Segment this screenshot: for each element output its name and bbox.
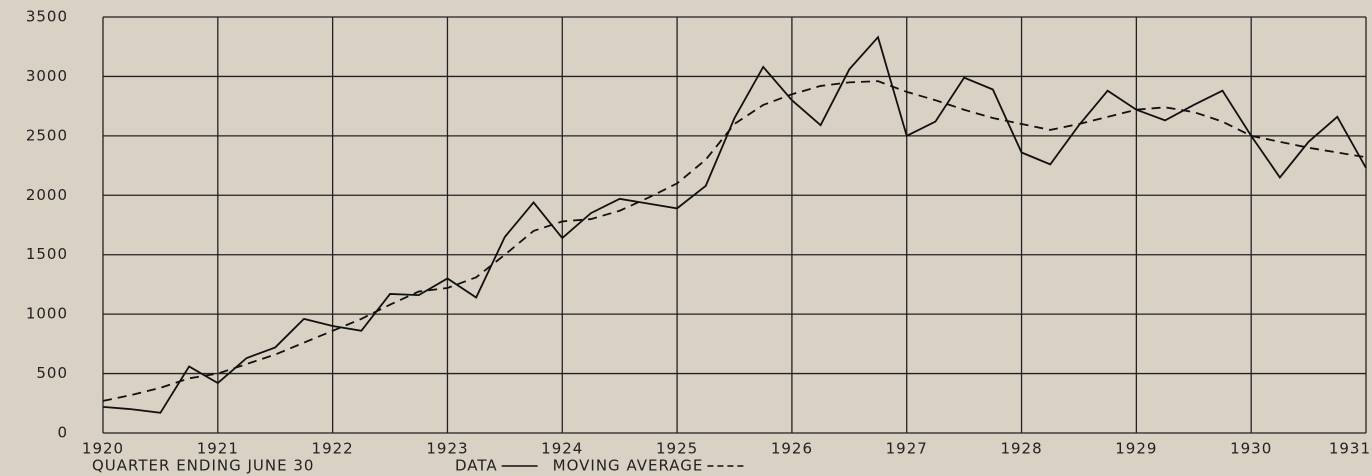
y-tick-label: 500 [36, 364, 68, 382]
x-tick-label: 1922 [312, 440, 354, 458]
y-tick-label: 2500 [26, 126, 68, 144]
series-line [102, 35, 1367, 414]
x-tick-label: 1920 [82, 440, 124, 458]
y-tick-label: 1500 [26, 245, 68, 263]
x-axis-label: QUARTER ENDING JUNE 30 [92, 457, 314, 475]
x-tick-label: 1925 [656, 440, 698, 458]
x-tick-label: 1927 [886, 440, 928, 458]
x-tick-label: 1926 [771, 440, 813, 458]
y-tick-label: 1000 [26, 305, 68, 323]
x-tick-label: 1924 [541, 440, 583, 458]
x-tick-label: 1923 [426, 440, 468, 458]
y-tick-label: 3500 [26, 8, 68, 26]
y-tick-label: 2000 [26, 186, 68, 204]
legend-label: MOVING AVERAGE [553, 457, 704, 475]
series-line [102, 80, 1367, 402]
y-tick-label: 3000 [26, 67, 68, 85]
x-tick-label: 1921 [197, 440, 239, 458]
x-tick-label: 1928 [1000, 440, 1042, 458]
y-tick-label: 0 [57, 424, 68, 442]
legend-label: DATA [455, 457, 498, 475]
x-tick-label: 1931 [1329, 440, 1371, 458]
x-tick-label: 1930 [1230, 440, 1272, 458]
x-tick-label: 1929 [1115, 440, 1157, 458]
